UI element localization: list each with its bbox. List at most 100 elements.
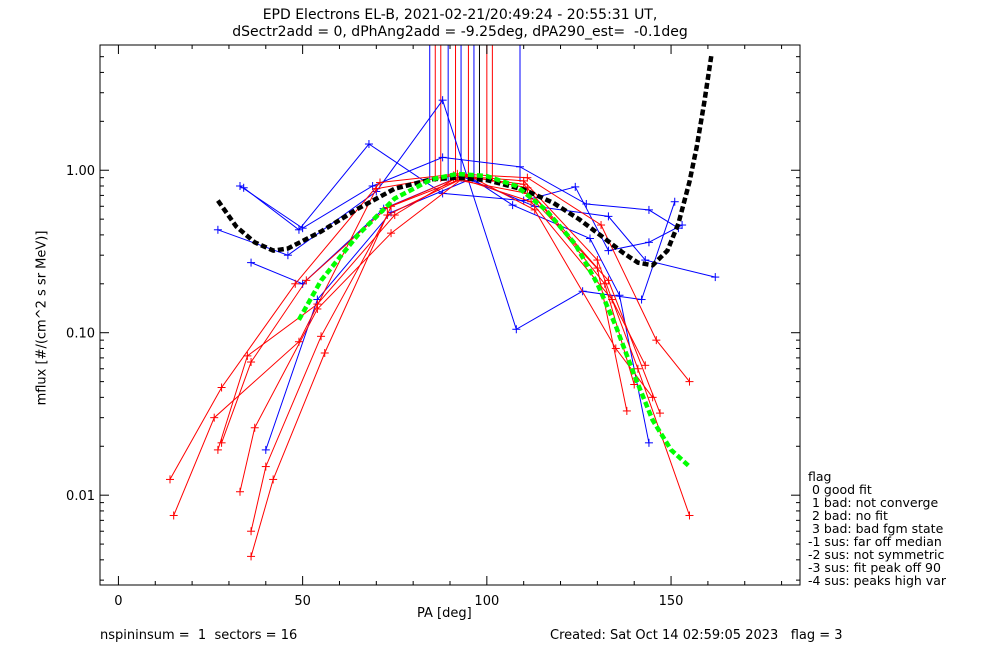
- data-point-9-0: [236, 487, 244, 496]
- data-point-10-5: [530, 205, 539, 214]
- series-line-2: [217, 99, 676, 331]
- data-point-2-4: [512, 325, 521, 334]
- data-point-1-0: [239, 183, 248, 192]
- plot-frame: [99, 44, 801, 586]
- legend-item-3: 3 bad: bad fgm state: [808, 521, 944, 536]
- data-point-5-7: [652, 336, 661, 345]
- data-point-0-5: [582, 199, 591, 208]
- series-line-10: [250, 174, 653, 532]
- legend-item-1: 1 bad: not converge: [808, 495, 939, 510]
- legend-item-6: -3 sus: fit peak off 90: [808, 560, 941, 575]
- legend-item-4: -1 sus: far off median: [808, 534, 942, 549]
- x-tick-label: 0: [114, 594, 122, 609]
- data-point-10-2: [317, 332, 326, 341]
- data-point-4-6: [615, 291, 624, 300]
- series-line-0: [239, 156, 679, 229]
- legend-heading: flag: [808, 469, 832, 484]
- x-tick-label: 150: [659, 594, 684, 609]
- data-point-2-3: [438, 96, 447, 105]
- data-point-2-0: [213, 225, 222, 234]
- data-point-9-3: [387, 229, 396, 238]
- data-point-6-7: [633, 364, 642, 373]
- data-point-10-0: [247, 527, 256, 536]
- flag-legend: flag 0 good fit 1 bad: not converge 2 ba…: [808, 470, 946, 587]
- data-point-6-1: [210, 413, 219, 422]
- data-point-4-5: [586, 234, 594, 243]
- data-point-11-2: [320, 349, 329, 358]
- series-line-8: [221, 177, 646, 443]
- data-point-7-3: [390, 211, 399, 220]
- chart-title-line1: EPD Electrons EL-B, 2021-02-21/20:49:24 …: [262, 7, 658, 23]
- data-point-5-1: [217, 383, 226, 392]
- data-point-1-6: [604, 246, 613, 255]
- data-point-11-1: [269, 475, 278, 484]
- data-point-2-1: [283, 251, 292, 260]
- series-line-9: [239, 176, 628, 492]
- data-point-3-7: [711, 273, 720, 282]
- legend-item-0: 0 good fit: [808, 482, 872, 497]
- data-series: [166, 96, 720, 561]
- y-tick-label: 0.01: [66, 489, 95, 504]
- data-point-0-4: [516, 162, 524, 171]
- data-point-9-1: [250, 423, 259, 432]
- data-point-10-7: [648, 393, 657, 402]
- series-line-4: [265, 177, 650, 451]
- data-point-1-5: [571, 182, 580, 191]
- data-point-11-0: [247, 552, 256, 561]
- y-tick-label: 0.10: [66, 327, 95, 342]
- axes: 0 50 100 150 0.01 0.10 1.00: [66, 44, 801, 609]
- data-point-1-1: [294, 225, 303, 234]
- data-point-4-4: [508, 201, 517, 210]
- data-point-8-0: [217, 438, 226, 447]
- x-tick-label: 50: [294, 594, 311, 609]
- vertical-lines: [429, 45, 521, 182]
- x-tick-label: 100: [474, 594, 499, 609]
- data-point-5-8: [685, 377, 694, 386]
- data-point-7-1: [243, 351, 252, 360]
- data-point-3-5: [604, 212, 613, 221]
- fit-curve-0: [216, 53, 714, 268]
- data-point-5-3: [376, 178, 384, 187]
- chart-title-line2: dSectr2add = 0, dPhAng2add = -9.25deg, d…: [232, 24, 688, 40]
- x-axis-label: PA [deg]: [417, 606, 472, 621]
- data-point-5-2: [291, 279, 300, 288]
- data-point-6-0: [169, 511, 178, 520]
- data-point-4-7: [644, 438, 653, 447]
- data-point-4-0: [261, 445, 270, 454]
- y-tick-label: 1.00: [66, 164, 95, 179]
- data-point-7-6: [604, 276, 613, 285]
- data-point-2-6: [637, 295, 646, 304]
- data-point-7-7: [656, 409, 664, 418]
- fit-curves: [216, 53, 714, 469]
- data-point-6-6: [593, 256, 602, 265]
- data-point-5-0: [166, 475, 174, 484]
- footer-right: Created: Sat Oct 14 02:59:05 2023 flag =…: [550, 628, 843, 643]
- data-point-2-7: [670, 197, 679, 206]
- data-point-10-1: [261, 462, 270, 471]
- legend-item-7: -4 sus: peaks high var: [808, 573, 947, 588]
- data-point-8-2: [302, 276, 311, 285]
- legend-item-5: -2 sus: not symmetric: [808, 547, 945, 562]
- data-point-9-7: [622, 406, 631, 415]
- data-point-0-0: [236, 181, 244, 190]
- y-axis-label: mflux [#/(cm^2 s sr MeV)]: [34, 230, 50, 406]
- data-point-6-8: [685, 511, 694, 520]
- data-point-9-2: [313, 304, 322, 313]
- data-point-8-7: [641, 361, 650, 370]
- legend-item-2: 2 bad: no fit: [808, 508, 888, 523]
- data-point-9-6: [593, 264, 602, 273]
- data-point-7-0: [213, 445, 222, 454]
- data-point-11-6: [600, 279, 609, 288]
- data-point-0-3: [438, 153, 447, 162]
- fit-curve-1: [296, 171, 692, 469]
- data-point-3-0: [247, 258, 256, 267]
- data-point-5-6: [597, 221, 606, 230]
- data-point-10-6: [611, 344, 620, 353]
- data-point-8-1: [247, 358, 256, 367]
- data-point-0-6: [644, 205, 653, 214]
- series-line-11: [250, 175, 635, 557]
- data-point-6-3: [372, 184, 381, 193]
- data-point-11-7: [630, 380, 639, 389]
- data-point-1-2: [364, 140, 373, 149]
